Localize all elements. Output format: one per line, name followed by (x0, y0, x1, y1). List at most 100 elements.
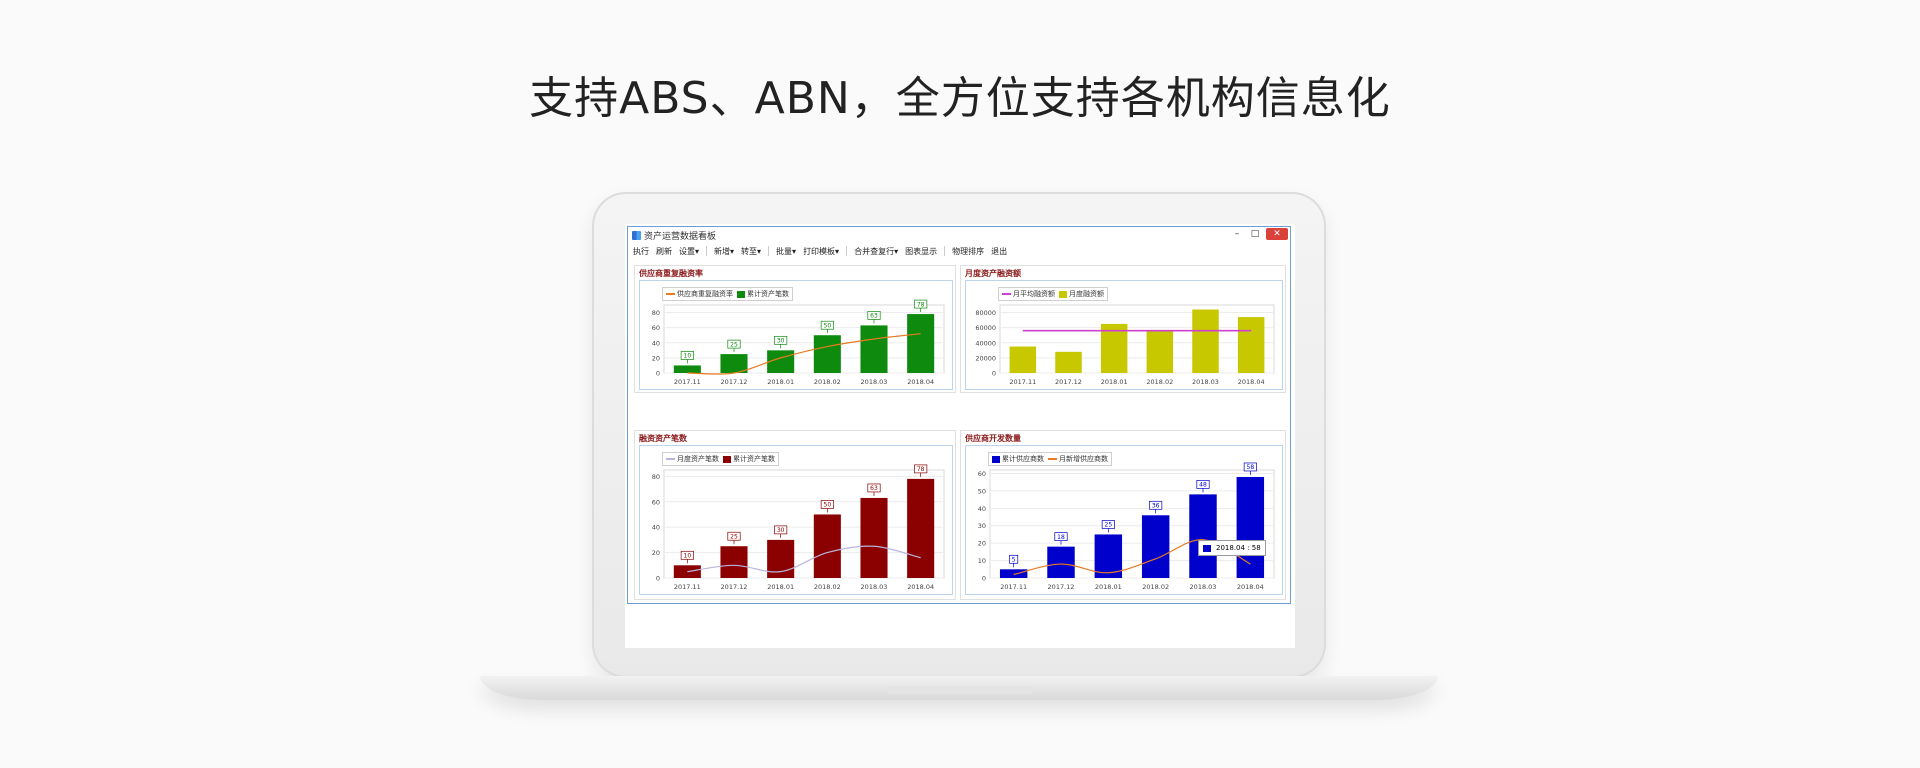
x-tick-label: 2018.02 (814, 378, 841, 386)
menu-item-execute[interactable]: 执行 (633, 246, 649, 257)
bar[interactable] (860, 325, 887, 373)
legend-label: 累计供应商数 (1002, 455, 1044, 463)
maximize-icon[interactable]: □ (1248, 228, 1262, 240)
x-tick-label: 2018.01 (1095, 583, 1122, 591)
legend-label: 供应商重复融资率 (677, 290, 733, 298)
laptop-notch (886, 686, 1034, 694)
plot-area (990, 470, 1274, 578)
bar[interactable] (860, 498, 887, 578)
y-tick-label: 30 (978, 522, 986, 530)
page-headline: 支持ABS、ABN，全方位支持各机构信息化 (0, 62, 1920, 126)
menu-item-physical-sort[interactable]: 物理排序 (952, 246, 984, 257)
bar[interactable] (674, 365, 701, 373)
data-label: 5 (1012, 556, 1016, 563)
y-tick-label: 40 (652, 339, 660, 347)
legend-label: 月度融资额 (1069, 290, 1104, 298)
menu-item-exit[interactable]: 退出 (991, 246, 1007, 257)
bar[interactable] (674, 565, 701, 578)
plot-area (664, 305, 944, 373)
bar[interactable] (907, 314, 934, 373)
minimize-icon[interactable]: – (1230, 228, 1244, 240)
menu-item-chart-display[interactable]: 图表显示 (905, 246, 937, 257)
tooltip-text: 2018.04 : 58 (1216, 544, 1261, 552)
chart-legend: 月平均融资额 月度融资额 (998, 287, 1108, 301)
bar[interactable] (814, 514, 841, 578)
bar[interactable] (1192, 310, 1218, 373)
bar[interactable] (1142, 515, 1169, 578)
y-tick-label: 60000 (975, 324, 996, 332)
window-controls: – □ ✕ (1230, 228, 1288, 240)
data-label: 48 (1199, 482, 1207, 489)
bar[interactable] (1189, 494, 1216, 578)
bar[interactable] (1055, 352, 1081, 373)
bar[interactable] (767, 350, 794, 373)
x-tick-label: 2018.04 (907, 378, 934, 386)
legend-line-icon (1002, 293, 1011, 295)
bar[interactable] (1010, 347, 1036, 373)
data-label: 25 (730, 533, 738, 540)
menu-separator (944, 246, 945, 256)
menu-item-print-template[interactable]: 打印模板▾ (803, 246, 839, 257)
x-tick-label: 2018.02 (1142, 583, 1169, 591)
y-tick-label: 20000 (975, 354, 996, 362)
close-icon[interactable]: ✕ (1266, 228, 1288, 240)
x-tick-label: 2018.03 (861, 583, 888, 591)
bar[interactable] (1147, 330, 1173, 373)
legend-label: 月度资产笔数 (677, 455, 719, 463)
data-label: 58 (1247, 464, 1255, 471)
panel-title: 月度资产融资额 (965, 268, 1021, 279)
menu-item-refresh[interactable]: 刷新 (656, 246, 672, 257)
legend-line-icon (666, 293, 675, 295)
bar[interactable] (720, 546, 747, 578)
menu-item-batch[interactable]: 批量▾ (776, 246, 796, 257)
menu-separator (846, 246, 847, 256)
y-tick-label: 20 (652, 549, 660, 557)
bar[interactable] (767, 540, 794, 578)
data-label: 78 (917, 466, 925, 473)
chart-supplier-refinance-rate: 0 20 40 60 80 10 25 30 50 63 78 2017.11 2017.12 2018.… (639, 280, 953, 390)
bar[interactable] (1237, 477, 1264, 578)
menu-item-goto[interactable]: 转至▾ (741, 246, 761, 257)
bar[interactable] (1238, 317, 1264, 373)
data-label: 50 (824, 322, 832, 329)
legend-label: 累计资产笔数 (747, 290, 789, 298)
bar[interactable] (907, 479, 934, 578)
panel-title: 供应商开发数量 (965, 433, 1021, 444)
app-icon (632, 231, 641, 240)
legend-item: 累计资产笔数 (737, 289, 789, 299)
title-bar: 资产运营数据看板 – □ ✕ (628, 227, 1290, 243)
data-label: 30 (777, 527, 785, 534)
x-tick-label: 2017.11 (1009, 378, 1036, 386)
chart-supplier-development: 0 10 20 30 40 50 60 5 18 25 36 48 58 2017.11 2017.12 20… (965, 445, 1283, 595)
bar[interactable] (1000, 569, 1027, 578)
y-tick-label: 0 (656, 370, 660, 378)
data-label: 78 (917, 301, 925, 308)
x-tick-label: 2017.11 (1000, 583, 1027, 591)
panel-financed-asset-count: 融资资产笔数 0 20 40 60 80 10 25 30 50 63 78 2017.11 2017.… (634, 430, 956, 600)
bar[interactable] (1047, 547, 1074, 578)
menu-item-settings[interactable]: 设置▾ (679, 246, 699, 257)
data-label: 63 (870, 313, 878, 320)
bar[interactable] (814, 335, 841, 373)
legend-item: 月度资产笔数 (666, 454, 719, 464)
menu-item-add[interactable]: 新增▾ (714, 246, 734, 257)
legend-label: 月新增供应商数 (1059, 455, 1108, 463)
data-label: 10 (684, 552, 692, 559)
x-tick-label: 2017.12 (1048, 583, 1075, 591)
x-tick-label: 2018.03 (861, 378, 888, 386)
y-tick-label: 0 (992, 370, 996, 378)
y-tick-label: 0 (982, 575, 986, 583)
panel-title: 供应商重复融资率 (639, 268, 703, 279)
x-tick-label: 2018.02 (1146, 378, 1173, 386)
legend-line-icon (1048, 458, 1057, 460)
legend-item: 月新增供应商数 (1048, 454, 1108, 464)
x-tick-label: 2017.12 (721, 583, 748, 591)
plot-area (664, 470, 944, 578)
x-tick-label: 2017.11 (674, 378, 701, 386)
y-tick-label: 60 (978, 470, 986, 478)
data-label: 25 (1105, 522, 1113, 529)
chart-monthly-financing: 0 20000 40000 60000 80000 2017.11 2017.12 2018.… (965, 280, 1283, 390)
menu-item-merge-rows[interactable]: 合并查复行▾ (854, 246, 898, 257)
chart-svg: 0102030405060518253648582017.11 2017.12 20… (966, 446, 1282, 594)
data-label: 30 (777, 338, 785, 345)
